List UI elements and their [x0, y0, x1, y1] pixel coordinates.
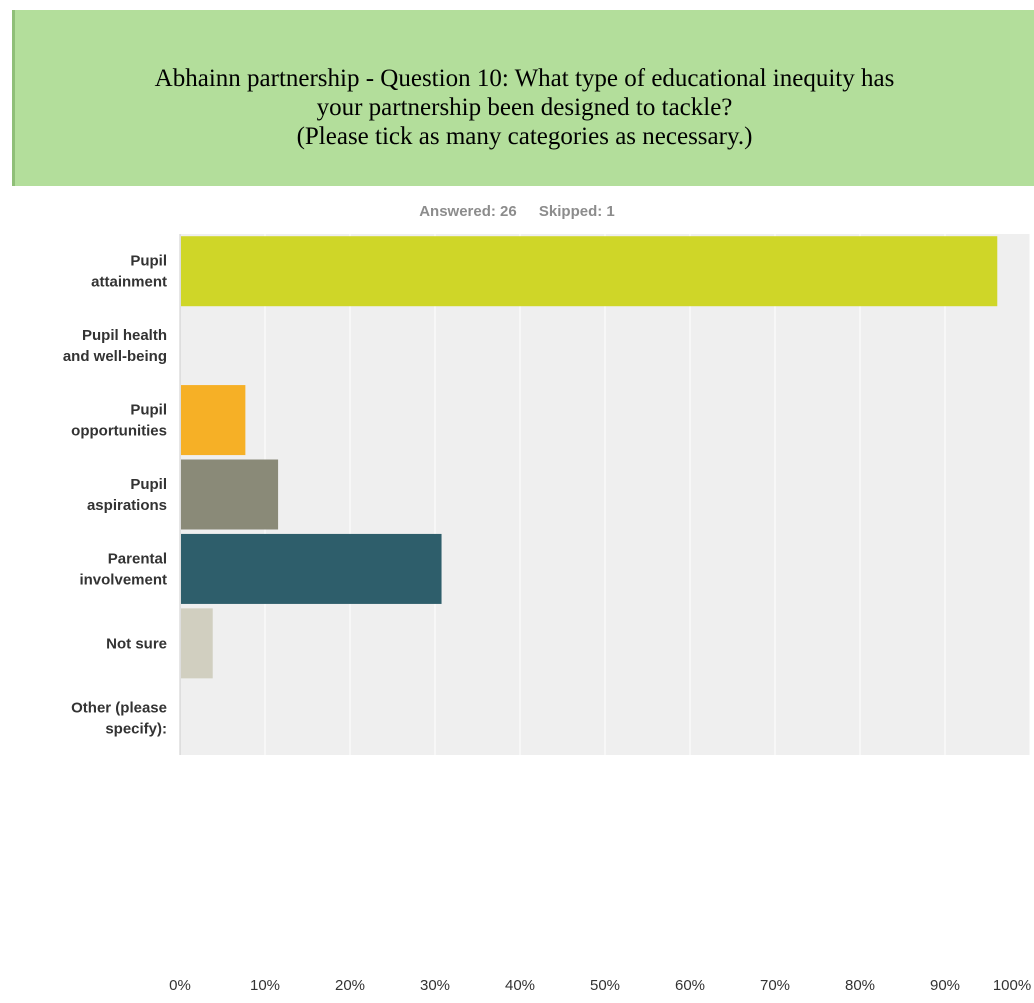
category-label: Pupil [130, 253, 167, 270]
x-tick-label: 10% [250, 977, 280, 994]
bar [181, 533, 442, 604]
category-label: Pupil [130, 476, 167, 493]
x-tick-label: 90% [930, 977, 960, 994]
title-line-1: Abhainn partnership - Question 10: What … [154, 65, 895, 92]
category-label: Pupil [130, 402, 167, 419]
category-label: specify): [105, 720, 167, 737]
response-stats: Answered: 26 Skipped: 1 [0, 203, 1034, 220]
bar [181, 236, 998, 307]
title-banner: Abhainn partnership - Question 10: What … [12, 10, 1034, 186]
category-label: involvement [79, 571, 167, 588]
category-label: Not sure [106, 635, 167, 652]
category-label: attainment [91, 274, 167, 291]
x-tick-label: 100% [993, 977, 1031, 994]
bar [181, 385, 246, 456]
x-tick-label: 80% [845, 977, 875, 994]
x-tick-label: 50% [590, 977, 620, 994]
title-line-3: (Please tick as many categories as neces… [296, 123, 753, 150]
x-tick-label: 60% [675, 977, 705, 994]
category-label: Pupil health [82, 327, 167, 344]
chart-title: Abhainn partnership - Question 10: What … [15, 64, 1034, 151]
x-tick-label: 40% [505, 977, 535, 994]
title-line-2: your partnership been designed to tackle… [316, 94, 733, 121]
x-tick-label: 70% [760, 977, 790, 994]
x-tick-label: 30% [420, 977, 450, 994]
category-label: Parental [108, 550, 167, 567]
bar [181, 459, 279, 530]
category-label: aspirations [87, 497, 167, 514]
bar [181, 608, 213, 679]
x-tick-label: 20% [335, 977, 365, 994]
x-tick-label: 0% [169, 977, 191, 994]
skipped-count: Skipped: 1 [538, 203, 615, 220]
category-label: opportunities [71, 423, 167, 440]
category-label: Other (please [71, 699, 167, 716]
category-label: and well-being [63, 348, 167, 365]
answered-count: Answered: 26 [419, 203, 517, 220]
